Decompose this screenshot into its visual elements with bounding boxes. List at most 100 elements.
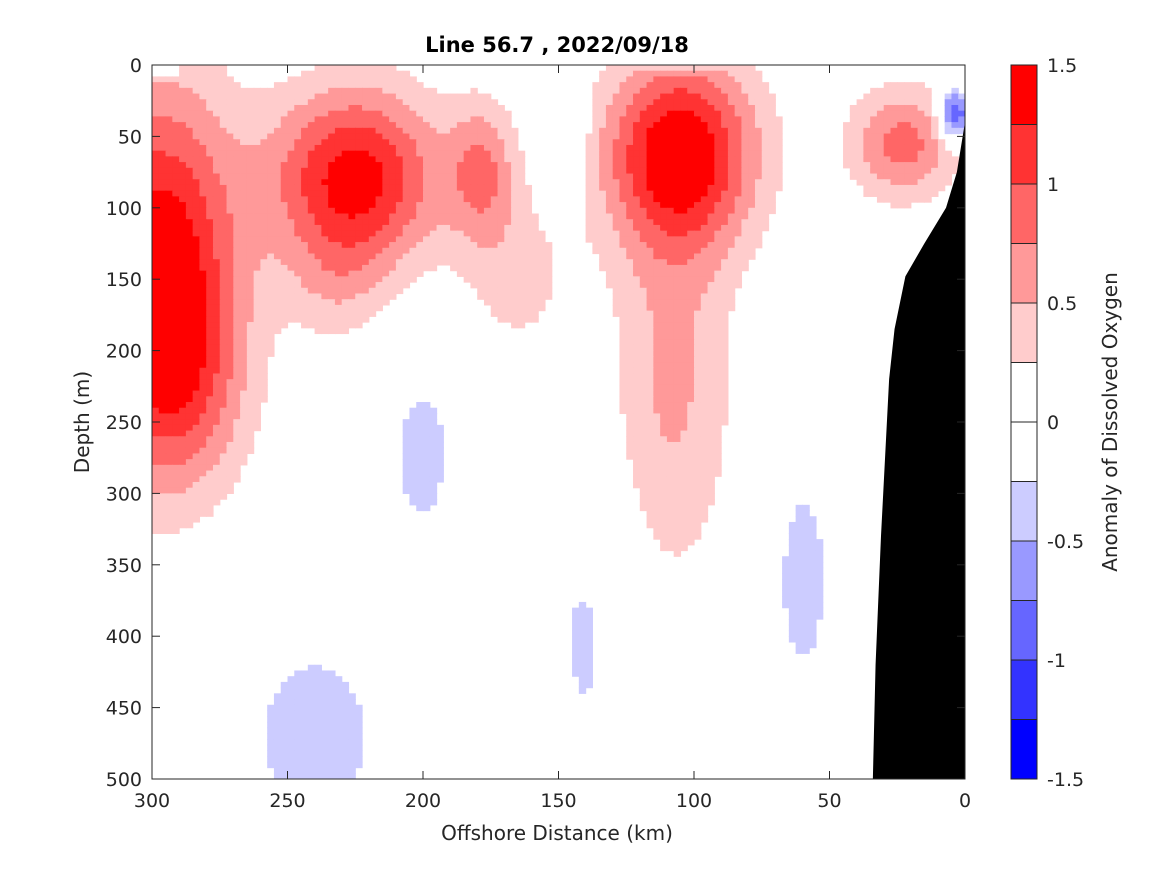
anomaly-cell [605, 219, 614, 226]
anomaly-cell [666, 390, 675, 397]
anomaly-cell [870, 122, 878, 129]
anomaly-cell [700, 87, 709, 95]
anomaly-cell [727, 236, 736, 243]
anomaly-cell [470, 202, 478, 209]
anomaly-cell [707, 476, 715, 483]
anomaly-cell [483, 202, 492, 209]
anomaly-cell [761, 110, 770, 118]
anomaly-cell [246, 99, 255, 106]
anomaly-cell [843, 162, 851, 169]
anomaly-cell [246, 144, 255, 152]
anomaly-cell [260, 253, 268, 260]
anomaly-cell [612, 87, 621, 95]
anomaly-cell [761, 184, 770, 192]
anomaly-cell [355, 76, 363, 83]
anomaly-cell [741, 156, 749, 163]
anomaly-cell [700, 70, 709, 78]
anomaly-cell [301, 196, 309, 203]
anomaly-cell [375, 247, 383, 255]
anomaly-cell [192, 322, 201, 329]
anomaly-cell [694, 264, 702, 272]
anomaly-cell [301, 287, 309, 295]
anomaly-cell [646, 224, 654, 232]
anomaly-cell [328, 93, 336, 100]
anomaly-cell [694, 447, 702, 455]
anomaly-cell [328, 230, 336, 237]
anomaly-cell [646, 139, 654, 146]
anomaly-cell [206, 333, 214, 340]
anomaly-cell [843, 156, 851, 163]
anomaly-cell [633, 476, 641, 483]
anomaly-cell [253, 150, 261, 157]
anomaly-cell [924, 144, 932, 152]
anomaly-cell [456, 133, 465, 140]
anomaly-cell [673, 276, 682, 283]
anomaly-cell [843, 150, 851, 157]
anomaly-cell [321, 87, 329, 95]
anomaly-cell [497, 299, 505, 306]
anomaly-cell [158, 441, 167, 449]
anomaly-cell [158, 470, 167, 477]
anomaly-cell [158, 282, 167, 289]
anomaly-cell [158, 476, 167, 483]
anomaly-cell [653, 430, 661, 437]
anomaly-cell [673, 70, 682, 78]
anomaly-cell [721, 327, 729, 335]
anomaly-cell [307, 276, 316, 283]
anomaly-cell [206, 202, 214, 209]
anomaly-cell [233, 362, 241, 369]
anomaly-cell [246, 322, 255, 329]
anomaly-cell [355, 110, 363, 118]
anomaly-cell [423, 219, 431, 226]
anomaly-cell [307, 236, 316, 243]
anomaly-cell [341, 156, 350, 163]
anomaly-cell [368, 70, 377, 78]
anomaly-cell [301, 310, 309, 317]
anomaly-cell [246, 384, 255, 392]
anomaly-cell [212, 236, 221, 243]
anomaly-cell [802, 573, 810, 580]
anomaly-cell [761, 104, 770, 112]
anomaly-cell [612, 213, 621, 220]
anomaly-cell [483, 293, 492, 300]
anomaly-cell [294, 99, 302, 106]
anomaly-cell [395, 133, 404, 140]
anomaly-cell [436, 127, 444, 135]
anomaly-cell [700, 396, 709, 403]
anomaly-cell [172, 144, 180, 152]
anomaly-cell [375, 270, 383, 277]
anomaly-cell [626, 259, 634, 266]
anomaly-cell [450, 150, 458, 157]
anomaly-cell [395, 70, 404, 78]
anomaly-cell [666, 293, 675, 300]
anomaly-cell [483, 219, 492, 226]
anomaly-cell [917, 139, 925, 146]
anomaly-cell [382, 259, 390, 266]
anomaly-cell [158, 464, 167, 472]
anomaly-cell [707, 430, 715, 437]
anomaly-cell [226, 327, 234, 335]
anomaly-cell [727, 276, 736, 283]
anomaly-cell [680, 367, 688, 375]
anomaly-cell [687, 430, 695, 437]
anomaly-cell [524, 316, 533, 323]
anomaly-cell [504, 139, 512, 146]
anomaly-cell [253, 139, 261, 146]
anomaly-cell [199, 333, 207, 340]
anomaly-cell [633, 470, 641, 477]
anomaly-cell [179, 481, 187, 489]
anomaly-cell [700, 384, 709, 392]
anomaly-cell [212, 127, 221, 135]
anomaly-cell [158, 224, 167, 232]
anomaly-cell [660, 299, 668, 306]
anomaly-cell [788, 619, 797, 626]
anomaly-cell [470, 264, 478, 272]
anomaly-cell [179, 396, 187, 403]
anomaly-cell [206, 264, 214, 272]
anomaly-cell [666, 127, 675, 135]
anomaly-cell [504, 299, 512, 306]
anomaly-cell [863, 162, 871, 169]
anomaly-cell [416, 247, 424, 255]
anomaly-cell [707, 242, 715, 249]
anomaly-cell [233, 441, 241, 449]
